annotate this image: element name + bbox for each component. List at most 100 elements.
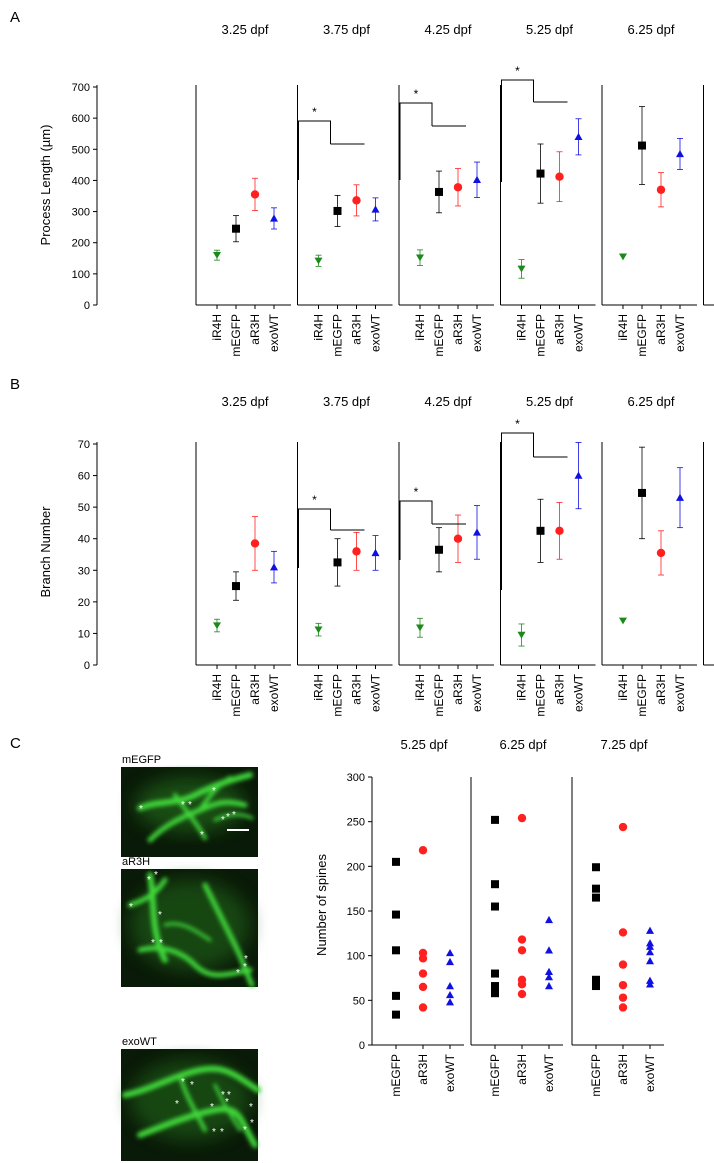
data-point-exowt bbox=[446, 982, 454, 990]
x-tick-label: mEGFP bbox=[389, 1054, 403, 1097]
data-point-ar3h bbox=[453, 183, 463, 192]
data-point-exowt bbox=[646, 980, 654, 988]
significance-star: * bbox=[414, 87, 419, 101]
group-title: 5.25 dpf bbox=[401, 737, 448, 752]
micrograph-exowt: exoWT bbox=[121, 1036, 261, 1161]
x-tick-label: mEGFP bbox=[534, 674, 548, 717]
svg-text:*: * bbox=[129, 902, 133, 913]
data-point-megfp bbox=[491, 982, 499, 991]
x-tick-label: iR4H bbox=[616, 674, 630, 701]
dpf-group: 3.25 dpf iR4H mEGFP aR3H exoWT bbox=[195, 22, 291, 357]
data-point-ar3h bbox=[517, 946, 527, 955]
data-point-megfp bbox=[392, 1010, 400, 1019]
data-point-megfp bbox=[392, 946, 400, 955]
panel-c-letter: C bbox=[10, 735, 21, 752]
data-point-megfp bbox=[491, 989, 499, 998]
data-point-exowt bbox=[371, 548, 380, 557]
micrograph-label-megfp: mEGFP bbox=[122, 754, 161, 766]
data-point-ar3h bbox=[418, 954, 428, 963]
y-tick-label: 100 bbox=[347, 951, 365, 963]
group-title: 5.25 dpf bbox=[526, 22, 573, 37]
svg-text:*: * bbox=[200, 830, 204, 841]
data-point-megfp bbox=[435, 545, 443, 554]
data-point-exowt bbox=[545, 915, 553, 924]
y-tick-label: 50 bbox=[78, 502, 90, 514]
data-point-ar3h bbox=[618, 960, 628, 969]
x-tick-label: mEGFP bbox=[432, 314, 446, 357]
data-point-megfp bbox=[232, 224, 240, 233]
y-tick-label: 40 bbox=[78, 534, 90, 546]
data-point-ir4h bbox=[213, 251, 221, 259]
data-point-ir4h bbox=[416, 624, 424, 632]
micrograph-ar3h: aR3H bbox=[121, 856, 258, 988]
data-point-ir4h bbox=[314, 626, 323, 634]
data-point-ir4h bbox=[619, 253, 627, 261]
group-title: 3.75 dpf bbox=[323, 22, 370, 37]
data-point-megfp bbox=[592, 863, 600, 872]
data-point-megfp bbox=[333, 206, 342, 215]
x-tick-label: mEGFP bbox=[331, 674, 345, 717]
significance-star: * bbox=[414, 485, 419, 499]
x-tick-label: aR3H bbox=[248, 314, 262, 345]
group-title: 4.25 dpf bbox=[425, 394, 472, 409]
y-tick-label: 0 bbox=[84, 660, 90, 672]
x-tick-label: aR3H bbox=[553, 674, 567, 705]
svg-text:*: * bbox=[190, 1080, 194, 1091]
data-point-ar3h bbox=[250, 190, 260, 199]
x-tick-label: mEGFP bbox=[432, 674, 446, 717]
group-title: 3.25 dpf bbox=[222, 394, 269, 409]
svg-text:*: * bbox=[181, 1077, 185, 1088]
data-point-exowt bbox=[270, 214, 278, 222]
svg-text:*: * bbox=[243, 1125, 247, 1136]
dpf-group: 6.25 dpf mEGFP aR3H exoWT bbox=[470, 737, 563, 1097]
data-point-exowt bbox=[676, 493, 684, 501]
data-point-ar3h bbox=[453, 534, 463, 543]
micrograph-label-exowt: exoWT bbox=[122, 1036, 157, 1048]
data-point-megfp bbox=[435, 187, 443, 196]
x-tick-label: mEGFP bbox=[534, 314, 548, 357]
y-tick-label: 0 bbox=[359, 1040, 365, 1052]
svg-text:*: * bbox=[243, 962, 247, 973]
y-tick-label: 150 bbox=[347, 906, 365, 918]
data-point-exowt bbox=[646, 957, 654, 965]
data-point-exowt bbox=[473, 175, 481, 184]
data-point-ir4h bbox=[314, 257, 323, 265]
svg-text:*: * bbox=[249, 1102, 253, 1113]
svg-text:*: * bbox=[220, 1127, 224, 1138]
data-point-ar3h bbox=[555, 172, 564, 181]
x-tick-label: exoWT bbox=[369, 313, 383, 352]
data-point-megfp bbox=[536, 169, 545, 178]
data-point-ar3h bbox=[618, 993, 628, 1002]
x-tick-label: mEGFP bbox=[635, 674, 649, 717]
x-tick-label: mEGFP bbox=[635, 314, 649, 357]
x-tick-label: aR3H bbox=[248, 674, 262, 705]
svg-text:*: * bbox=[154, 870, 158, 881]
x-tick-label: mEGFP bbox=[488, 1054, 502, 1097]
x-tick-label: exoWT bbox=[470, 313, 484, 352]
chart-panel-a: 0 100 200 300 400 500 600 700 3.25 dpf iR4H mEGFP a… bbox=[72, 22, 714, 357]
y-tick-label: 400 bbox=[72, 175, 90, 187]
x-tick-label: iR4H bbox=[312, 314, 326, 341]
data-point-ar3h bbox=[618, 822, 628, 832]
x-tick-label: iR4H bbox=[413, 674, 427, 701]
group-title: 6.25 dpf bbox=[628, 394, 675, 409]
group-title: 6.25 dpf bbox=[500, 737, 547, 752]
svg-text:*: * bbox=[226, 812, 230, 823]
data-point-exowt bbox=[545, 946, 553, 954]
group-title: 5.25 dpf bbox=[526, 394, 573, 409]
data-point-ir4h bbox=[517, 265, 526, 273]
x-tick-label: aR3H bbox=[350, 674, 364, 705]
svg-text:*: * bbox=[212, 1127, 216, 1138]
data-point-ar3h bbox=[656, 185, 666, 194]
data-point-ar3h bbox=[517, 813, 527, 823]
x-tick-label: iR4H bbox=[210, 314, 224, 341]
data-point-megfp bbox=[638, 488, 646, 497]
data-point-ar3h bbox=[418, 1003, 428, 1012]
data-point-exowt bbox=[574, 471, 583, 479]
significance-star: * bbox=[515, 64, 520, 78]
significance-bracket bbox=[501, 79, 534, 182]
group-title: 4.25 dpf bbox=[425, 22, 472, 37]
x-tick-label: mEGFP bbox=[229, 314, 243, 357]
